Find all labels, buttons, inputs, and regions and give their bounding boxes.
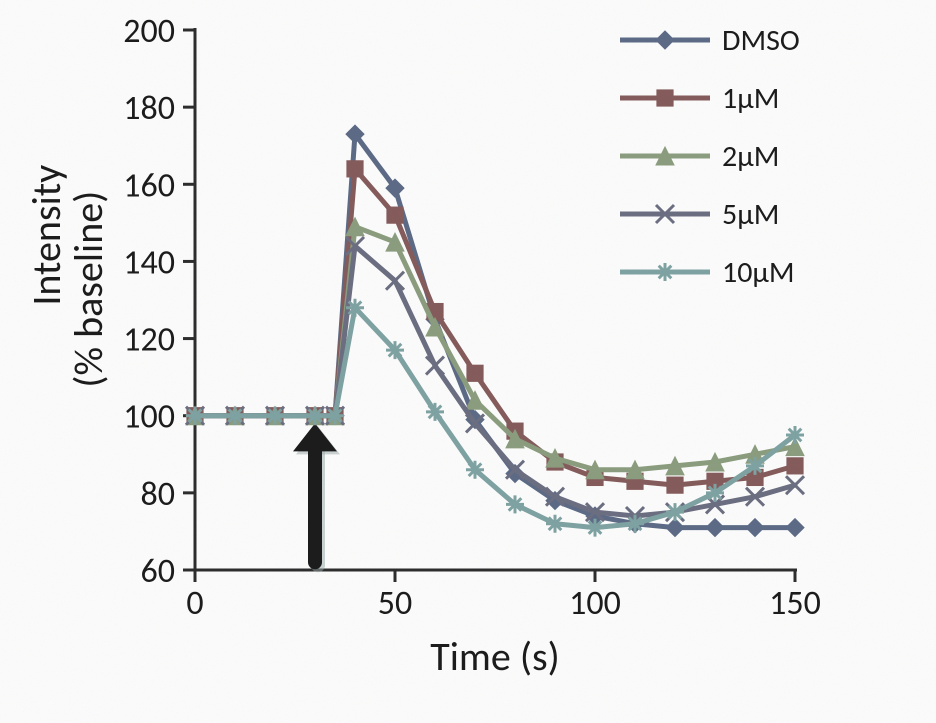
y-tick-label: 120: [123, 320, 175, 361]
y-axis-label-2: (% baseline): [64, 191, 113, 388]
x-tick-label: 150: [769, 583, 821, 624]
y-tick-label: 80: [141, 474, 175, 515]
x-tick-label: 0: [186, 583, 203, 624]
line-chart: 6080100120140160180200050100150Intensity…: [0, 0, 936, 723]
y-tick-label: 100: [123, 397, 175, 438]
y-tick-label: 200: [123, 11, 175, 52]
y-tick-label: 180: [123, 88, 175, 129]
chart-frame: 6080100120140160180200050100150Intensity…: [0, 0, 936, 723]
legend-label: 5μM: [722, 196, 779, 233]
x-tick-label: 50: [378, 583, 412, 624]
legend-label: 10μM: [722, 254, 795, 291]
y-tick-label: 140: [123, 242, 175, 283]
legend-label: 2μM: [722, 138, 779, 175]
y-tick-label: 160: [123, 165, 175, 206]
legend-label: DMSO: [722, 22, 800, 59]
x-tick-label: 100: [569, 583, 621, 624]
x-axis-label: Time (s): [430, 632, 559, 681]
y-tick-label: 60: [141, 551, 175, 592]
legend-label: 1μM: [722, 80, 779, 117]
